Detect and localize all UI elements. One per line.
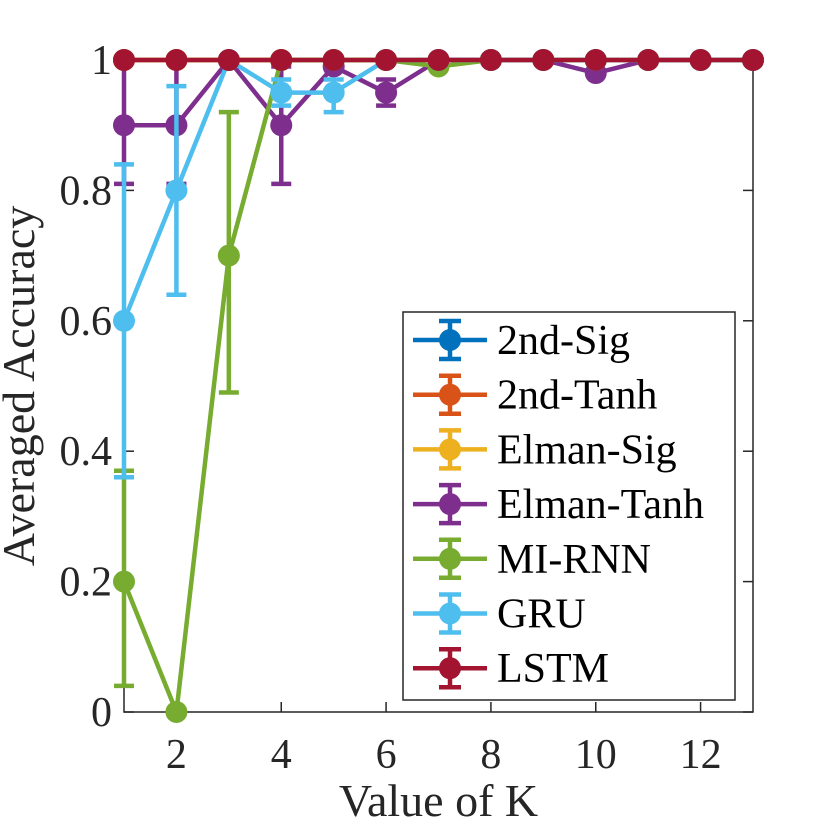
y-axis-label: Averaged Accuracy: [0, 206, 44, 567]
legend-swatch-marker: [439, 602, 461, 625]
x-axis-label: Value of K: [339, 775, 538, 826]
legend-swatch-marker: [439, 383, 461, 406]
legend-entry-lstm: LSTM: [413, 646, 609, 692]
legend-swatch-marker: [439, 438, 461, 461]
data-point-marker: [322, 81, 345, 104]
data-point-marker: [113, 570, 135, 593]
data-point-marker: [375, 81, 398, 104]
data-point-marker: [270, 49, 293, 71]
legend-label: GRU: [497, 592, 586, 638]
data-point-marker: [113, 114, 135, 137]
legend-swatch-marker: [439, 547, 461, 570]
x-tick-label: 2: [166, 732, 187, 778]
x-tick-label: 4: [271, 732, 292, 778]
legend-entry-mi-rnn: MI-RNN: [413, 537, 651, 583]
legend-label: Elman-Sig: [497, 427, 677, 473]
data-point-marker: [742, 49, 764, 71]
legend-swatch-marker: [439, 329, 461, 351]
y-tick-label: 1: [91, 38, 112, 84]
data-point-marker: [479, 49, 502, 71]
data-point-marker: [689, 49, 712, 71]
data-point-marker: [165, 49, 188, 71]
series-lstm: [113, 49, 764, 71]
legend-label: MI-RNN: [497, 537, 651, 583]
legend-swatch-marker: [439, 657, 461, 680]
data-point-marker: [375, 49, 398, 71]
legend-entry-gru: GRU: [413, 592, 586, 638]
y-tick-label: 0.2: [60, 560, 113, 606]
legend-swatch-marker: [439, 493, 461, 516]
legend-entry-elman-tanh: Elman-Tanh: [413, 482, 704, 528]
legend-label: 2nd-Tanh: [497, 373, 657, 419]
legend-label: 2nd-Sig: [497, 318, 630, 364]
y-tick-label: 0.4: [60, 429, 113, 475]
data-point-marker: [113, 49, 135, 71]
y-tick-label: 0.6: [60, 299, 113, 345]
series-line: [121, 57, 753, 322]
x-tick-label: 10: [575, 732, 617, 778]
data-point-marker: [532, 49, 555, 71]
data-point-marker: [217, 49, 240, 71]
x-tick-label: 12: [680, 732, 722, 778]
x-tick-label: 6: [376, 732, 397, 778]
data-point-marker: [113, 309, 135, 332]
data-point-marker: [165, 179, 188, 202]
data-point-marker: [165, 701, 188, 723]
data-point-marker: [217, 244, 240, 267]
legend-entry-2nd-sig: 2nd-Sig: [413, 318, 630, 364]
data-point-marker: [584, 49, 607, 71]
data-point-marker: [637, 49, 660, 71]
y-tick-label: 0: [91, 690, 112, 736]
y-tick-label: 0.8: [60, 168, 113, 214]
legend-entry-2nd-tanh: 2nd-Tanh: [413, 373, 657, 419]
legend: 2nd-Sig 2nd-Tanh Elman-Sig Elman-Tanh MI-RNN…: [402, 311, 736, 701]
data-point-marker: [270, 114, 293, 137]
legend-label: LSTM: [497, 646, 609, 692]
data-point-marker: [427, 49, 450, 71]
legend-label: Elman-Tanh: [497, 482, 704, 528]
x-tick-label: 8: [480, 732, 501, 778]
data-point-marker: [270, 81, 293, 104]
legend-entry-elman-sig: Elman-Sig: [413, 427, 677, 473]
data-point-marker: [322, 49, 345, 71]
